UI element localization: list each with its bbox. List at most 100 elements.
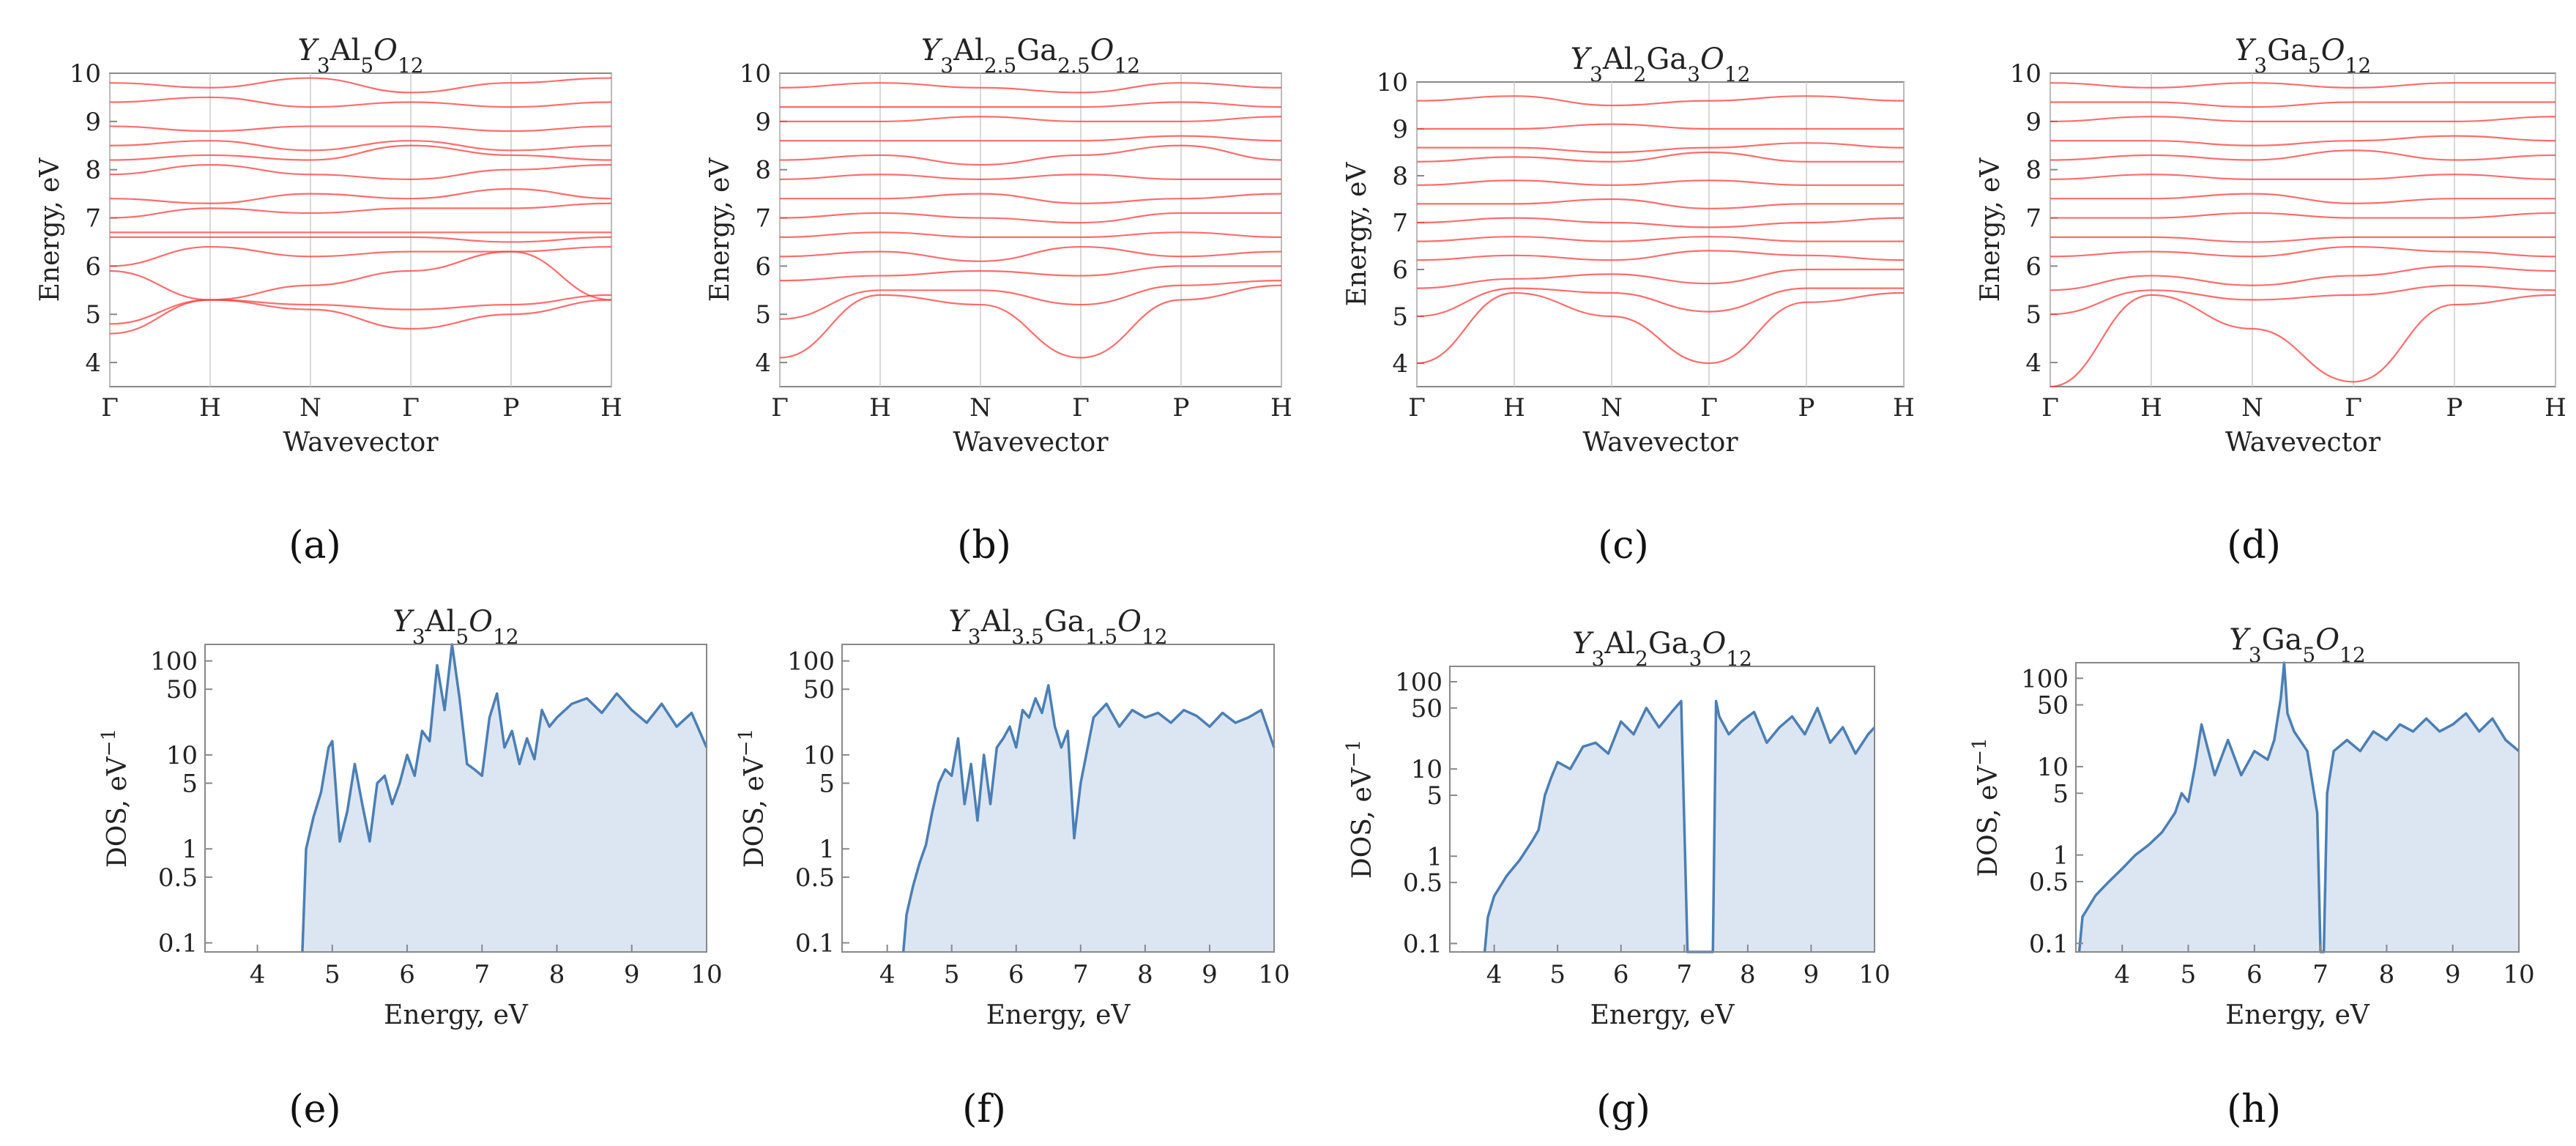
chart-2-y-tick: 7 [1392,209,1408,238]
chart-0-band-line [109,96,612,108]
chart-4-y-tick: 10 [166,741,198,770]
chart-1-band-line [779,284,1282,359]
chart-0-y-label: Energy, eV [35,157,65,302]
chart-0-band-line [109,294,612,325]
chart-0-x-tick: H [199,393,221,423]
chart-7-dos-area [2079,663,2519,952]
chart-6-y-label: DOS, eV−1 [1343,740,1377,879]
chart-5-y-label: DOS, eV−1 [735,729,770,868]
chart-7-x-label: Energy, eV [2225,1000,2370,1030]
chart-1-y-tick: 9 [755,108,771,137]
chart-3-band-line [2050,245,2556,258]
chart-5-dos-line [901,684,1276,953]
chart-0-band-line [109,125,612,133]
chart-6-y-tick: 10 [1411,755,1443,784]
chart-0-band-line [109,236,612,243]
chart-2-y-tick: 4 [1392,349,1408,379]
chart-6-y-tick: 0.1 [1403,929,1443,959]
chart-0-y-tick: 4 [85,349,101,378]
chart-4-x-tick: 6 [399,960,415,989]
chart-4-y-label: DOS, eV−1 [98,729,133,868]
chart-5-frame [841,644,1275,953]
chart-6-x-tick: 5 [1549,960,1566,989]
chart-2-x-tick: H [1503,393,1525,423]
chart-1-x-tick: Γ [771,393,789,423]
chart-0-band-line [109,245,612,267]
chart-7-dos-line [2077,661,2520,953]
chart-7-y-label: DOS, eV−1 [1969,737,2003,877]
chart-3-band-line [2050,149,2556,161]
chart-0-x-tick: Γ [101,393,119,423]
chart-3-y-tick: 9 [2025,108,2041,137]
chart-4-title: Y3Al5O12 [392,605,518,649]
chart-4-x-tick: 5 [324,960,340,989]
chart-3-x-tick: P [2446,393,2463,423]
chart-7-y-tick: 100 [2021,664,2069,693]
chart-6-y-tick: 5 [1426,781,1443,811]
chart-1-x-tick: P [1173,393,1190,423]
chart-1-y-label: Energy, eV [705,157,735,302]
chart-2-y-tick: 9 [1392,115,1408,144]
chart-3-y-tick: 4 [2025,349,2041,378]
chart-1-band-line [779,144,1282,166]
chart-0-band-line [109,77,612,94]
chart-4-x-label: Energy, eV [384,1000,529,1030]
chart-2-title: Y3Al2Ga3O12 [1571,42,1751,86]
chart-2-band-line [1417,198,1904,209]
chart-1-band-line [779,82,1282,94]
panel-label-h: (h) [2227,1087,2281,1131]
panel-label-g: (g) [1596,1087,1650,1131]
chart-1-band-line [780,116,1282,122]
chart-3-y-tick: 5 [2025,300,2041,330]
chart-1-band-line [779,212,1281,224]
chart-2-frame [1416,81,1905,387]
chart-1-y-tick: 8 [755,156,771,185]
chart-1-band-line [779,265,1281,282]
chart-4-x-tick: 4 [250,960,266,989]
chart-1-band-line [779,231,1282,238]
chart-7-y-tick: 0.1 [2029,929,2069,959]
chart-0-band-line [109,140,612,152]
chart-5-x-tick: 8 [1137,960,1153,989]
chart-2-x-tick: Γ [1700,393,1718,423]
chart-6-y-tick: 50 [1411,694,1443,723]
chart-6-x-tick: 4 [1486,960,1503,989]
chart-5-y-tick: 5 [819,770,835,799]
chart-0-band-line [109,164,612,180]
chart-2-x-tick: N [1601,393,1623,423]
chart-1-x-tick: N [969,393,991,423]
chart-4-x-tick: 8 [549,960,565,989]
chart-1-y-tick: 7 [755,204,771,234]
chart-0-y-tick: 6 [85,252,101,281]
chart-3-x-tick: N [2241,393,2263,423]
chart-4-x-tick: 10 [690,960,722,989]
chart-4-x-tick: 9 [624,960,640,989]
chart-3-band-line [2050,193,2555,204]
chart-2-band-line [1416,268,1904,289]
chart-2-band-line [1416,95,1905,107]
chart-0-y-tick: 10 [70,59,101,89]
chart-0-x-label: Wavevector [283,428,439,458]
chart-5-y-tick: 0.5 [795,863,835,893]
chart-3-y-tick: 7 [2025,204,2041,234]
chart-2-x-label: Wavevector [1582,428,1738,458]
chart-3-band-line [2050,265,2556,291]
chart-0-y-tick: 9 [85,108,101,137]
chart-3-band-line [2050,284,2556,316]
chart-5-x-tick: 10 [1258,960,1289,989]
chart-1-band-line [780,101,1282,108]
chart-3-band-line [2050,135,2556,146]
chart-6-x-tick: 7 [1676,960,1692,989]
chart-7-y-tick: 5 [2052,779,2069,808]
chart-6-x-tick: 10 [1858,960,1890,989]
chart-6-y-tick: 100 [1395,668,1443,697]
chart-2-y-tick: 6 [1392,256,1408,285]
chart-7-y-tick: 10 [2037,753,2069,782]
chart-3-x-tick: Γ [2345,393,2362,423]
chart-1-band-line [779,135,1282,142]
chart-2-band-line [1416,291,1905,365]
chart-0-title: Y3Al5O12 [297,34,423,78]
chart-2-y-tick: 8 [1392,162,1408,191]
chart-6-dos-area [1484,701,1875,952]
chart-0-band-line [109,299,612,335]
